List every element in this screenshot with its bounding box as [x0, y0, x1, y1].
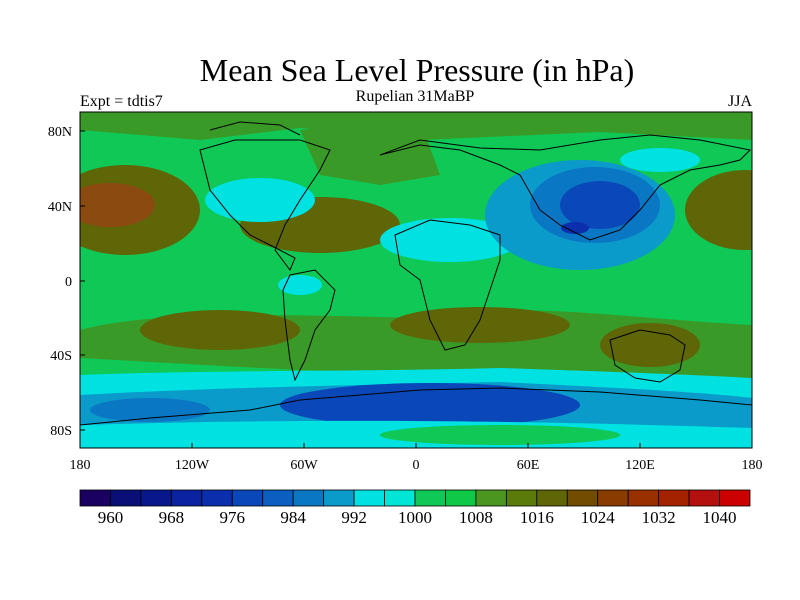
colorbar-swatch [323, 489, 355, 507]
x-tick-label: 60E [517, 458, 540, 473]
x-tick-labels: 180 120W 60W 0 60E 120E 180 [70, 458, 763, 473]
y-tick-label: 40S [50, 349, 72, 364]
colorbar-label: 984 [280, 508, 306, 527]
field-asia-low-core [560, 181, 640, 229]
map-title: Mean Sea Level Pressure (in hPa) [199, 52, 635, 88]
colorbar-label: 1016 [520, 508, 554, 527]
season-label: JJA [727, 93, 752, 110]
x-tick-label: 180 [742, 458, 763, 473]
field-south-pacific-high [140, 310, 300, 350]
field-siberia-cyan [620, 148, 700, 172]
experiment-label: Expt = tdtis7 [80, 93, 163, 110]
colorbar-swatch [262, 489, 294, 507]
x-tick-label: 60W [290, 458, 318, 473]
colorbar-label: 968 [159, 508, 185, 527]
x-tick-marks [79, 443, 753, 448]
colorbar-label: 960 [98, 508, 124, 527]
colorbar-label: 976 [220, 508, 246, 527]
field-sahara-low [380, 218, 520, 262]
colorbar-swatch [140, 489, 172, 507]
colorbar-label: 992 [341, 508, 367, 527]
field-north-atlantic [300, 120, 440, 185]
y-tick-label: 80N [48, 125, 72, 140]
colorbar-swatch [445, 489, 477, 507]
y-tick-labels: 80N 40N 0 40S 80S [48, 125, 72, 439]
colorbar-swatch [505, 489, 538, 507]
x-tick-label: 180 [70, 458, 91, 473]
coast-eurasia [379, 134, 752, 241]
y-tick-label: 40N [48, 200, 72, 215]
colorbar-swatch [627, 489, 660, 507]
x-tick-label: 0 [413, 458, 420, 473]
colorbar [79, 489, 751, 507]
coast-australia [609, 329, 686, 383]
colorbar-swatch [231, 489, 264, 507]
colorbar-swatch [597, 489, 629, 507]
coast-north-america [199, 139, 331, 271]
coast-arctic-islands [209, 121, 301, 136]
pressure-field [80, 112, 752, 448]
colorbar-swatch [688, 489, 720, 507]
field-south-atlantic-high [390, 307, 570, 343]
field-australia-high [600, 323, 700, 367]
colorbar-swatch [414, 489, 446, 507]
colorbar-swatch [658, 489, 690, 507]
colorbar-swatch [536, 489, 568, 507]
colorbar-swatch [566, 489, 599, 507]
y-tick-marks [80, 130, 85, 431]
colorbar-swatch [292, 489, 325, 507]
colorbar-swatch [170, 489, 203, 507]
colorbar-swatch [110, 489, 142, 507]
field-na-low [205, 178, 315, 222]
coastlines [80, 121, 752, 426]
colorbar-label: 1024 [581, 508, 616, 527]
colorbar-swatch [353, 489, 385, 507]
coast-africa [394, 219, 501, 351]
x-tick-label: 120W [175, 458, 210, 473]
colorbar-label: 1000 [398, 508, 432, 527]
colorbar-labels: 960 968 976 984 992 1000 1008 1016 1024 1032 1040 [98, 508, 737, 527]
colorbar-swatch [201, 489, 233, 507]
field-asia-low-deep [561, 222, 589, 234]
y-tick-label: 80S [50, 424, 72, 439]
coast-antarctica [80, 387, 752, 426]
map-subtitle: Rupelian 31MaBP [355, 88, 475, 105]
colorbar-swatch [79, 489, 111, 507]
colorbar-swatch [384, 489, 416, 507]
coast-south-america [282, 269, 336, 382]
x-tick-label: 120E [625, 458, 655, 473]
field-southern-low [280, 383, 580, 427]
field-pacific-high-core [80, 183, 155, 227]
y-tick-label: 0 [65, 275, 72, 290]
colorbar-label: 1040 [703, 508, 737, 527]
field-pacific-high-east [685, 170, 752, 250]
colorbar-swatch [475, 489, 507, 507]
field-amazon-low [278, 275, 322, 295]
field-antarctic-green [380, 425, 620, 445]
colorbar-swatch [719, 489, 751, 507]
colorbar-label: 1008 [459, 508, 493, 527]
colorbar-label: 1032 [642, 508, 676, 527]
